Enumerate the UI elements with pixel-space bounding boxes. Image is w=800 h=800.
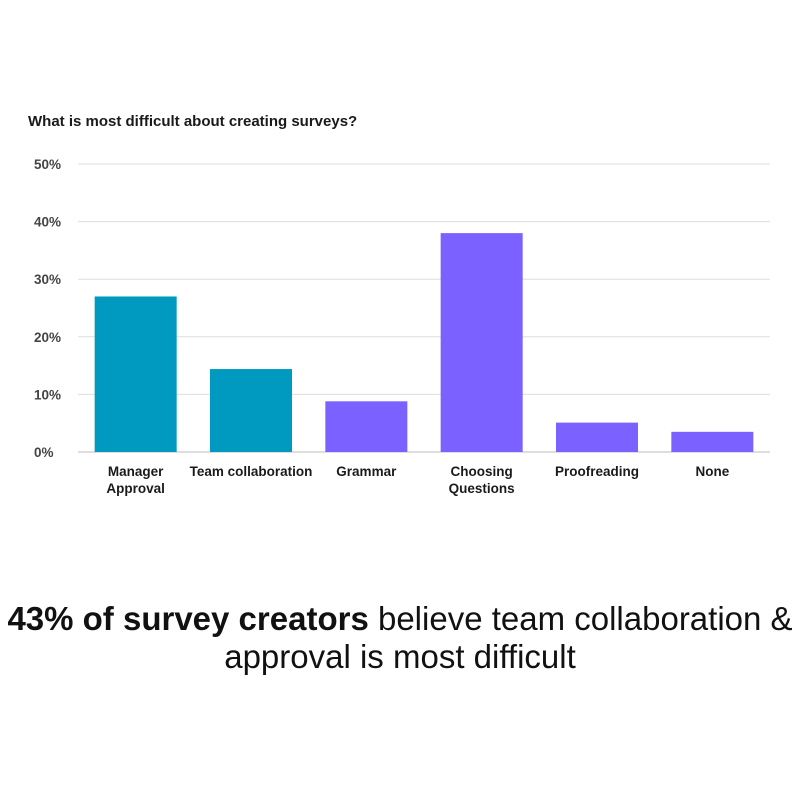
x-axis-labels: Manager Approval Team collaboration Grammar… [106,464,729,496]
bar [210,369,292,452]
y-tick-label: 30% [34,272,61,287]
bars [94,233,754,452]
bar [325,401,408,452]
y-tick-label: 50% [34,157,61,172]
y-tick-label: 20% [34,330,61,345]
chart-title: What is most difficult about creating su… [28,113,358,130]
x-tick-label: Choosing Questions [449,464,515,496]
x-tick-label: Proofreading [555,464,639,479]
y-tick-label: 0% [34,445,54,460]
headline-bold: 43% of survey creators [7,600,369,637]
x-tick-label: Grammar [336,464,397,479]
x-tick-label: Team collaboration [190,464,313,479]
bar [440,233,523,452]
headline: 43% of survey creators believe team coll… [0,600,800,676]
bar [556,422,638,452]
bar-chart: 0% 10% 20% 30% 40% 50% Manager Approval Team co… [34,157,770,496]
bar [94,296,177,452]
y-tick-label: 40% [34,215,61,230]
bar [671,431,754,452]
grid-lines [78,163,770,453]
x-tick-label: Manager Approval [106,464,165,496]
y-tick-label: 10% [34,387,61,402]
headline-rest: believe team collaboration & approval is… [224,600,793,675]
y-axis-ticks: 0% 10% 20% 30% 40% 50% [34,157,61,460]
x-tick-label: None [695,464,729,479]
